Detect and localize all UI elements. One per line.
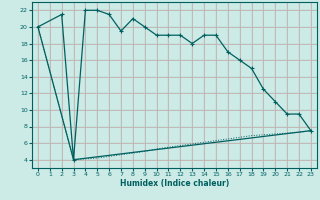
X-axis label: Humidex (Indice chaleur): Humidex (Indice chaleur) — [120, 179, 229, 188]
